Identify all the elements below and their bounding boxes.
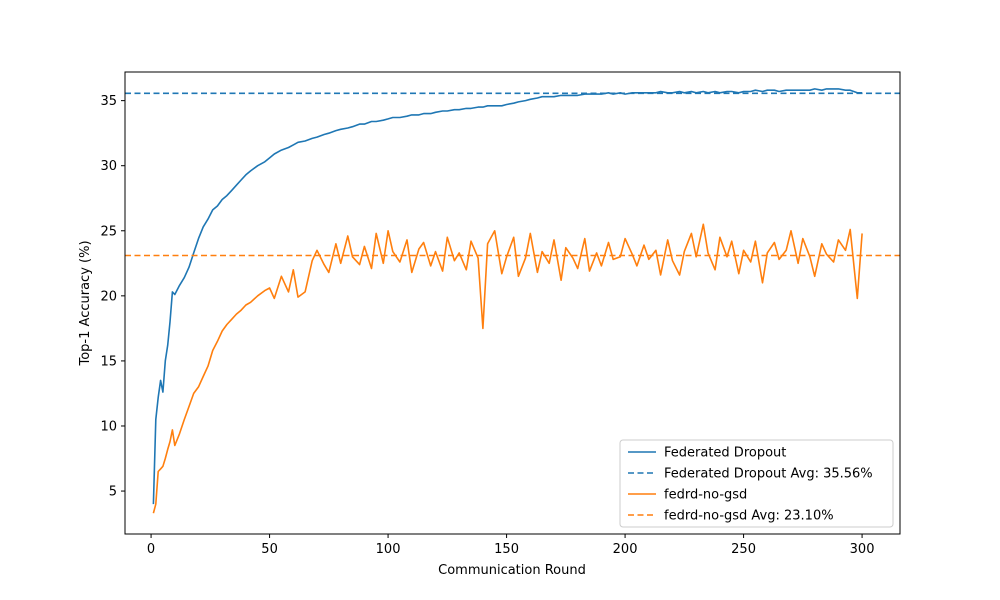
x-tick-label: 250 [731,542,756,557]
x-tick-label: 0 [147,542,155,557]
x-tick-label: 150 [494,542,519,557]
x-tick-label: 50 [261,542,278,557]
legend: Federated Dropout Federated Dropout Avg: … [619,439,894,528]
x-axis-label: Communication Round [438,563,586,578]
y-tick-label: 35 [100,94,117,109]
x-axis: 0 50 100 150 200 250 300 [147,534,875,557]
plot-frame [124,71,901,535]
series-layer [125,88,900,514]
y-axis-label: Top-1 Accuracy (%) [78,240,93,366]
legend-label: fedrd-no-gsd [664,488,747,503]
legend-label: Federated Dropout [664,446,786,461]
y-tick-label: 15 [100,354,117,369]
series-fedrd-no-gsd-line [152,223,863,514]
legend-label: fedrd-no-gsd Avg: 23.10% [664,509,834,524]
y-tick-label: 10 [100,419,117,434]
y-tick-label: 5 [109,485,117,500]
x-tick-label: 100 [376,542,401,557]
x-tick-label: 200 [613,542,638,557]
legend-label: Federated Dropout Avg: 35.56% [664,467,873,482]
x-tick-label: 300 [850,542,875,557]
series-federated-dropout-line [152,88,863,505]
y-tick-label: 30 [100,159,117,174]
y-tick-label: 20 [100,289,117,304]
legend-box [619,439,894,528]
y-axis: 5 10 15 20 25 30 35 [100,94,125,500]
y-tick-label: 25 [100,224,117,239]
